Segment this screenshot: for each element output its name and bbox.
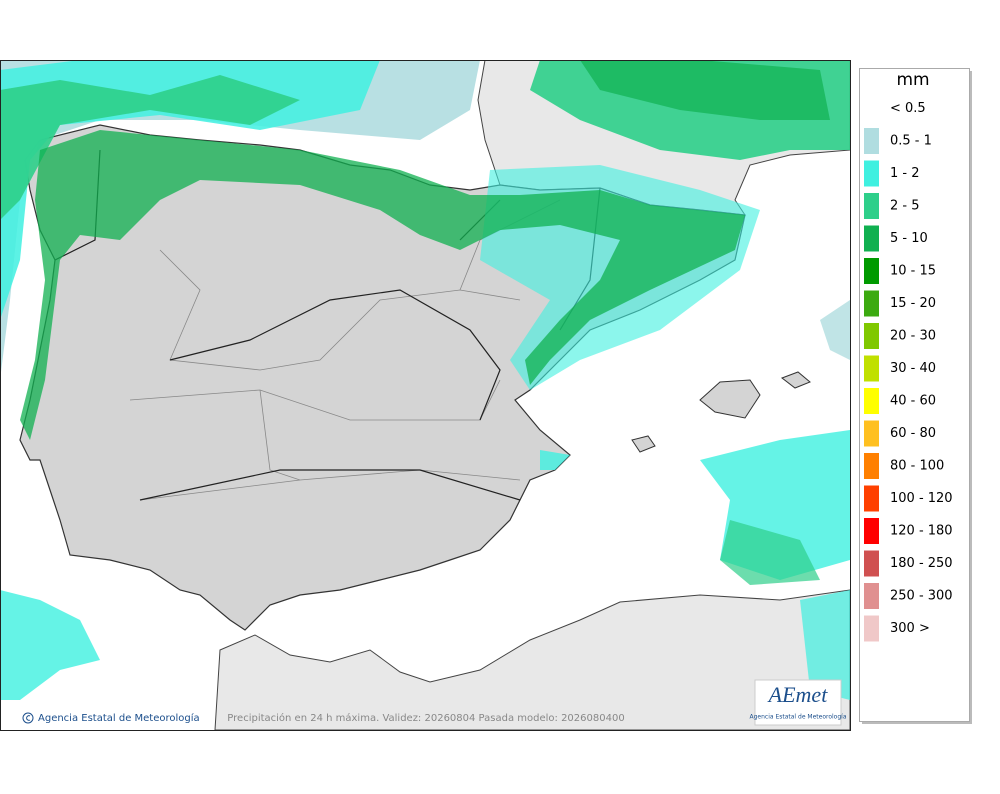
legend-swatch: [864, 453, 879, 479]
legend-swatch: [864, 193, 879, 219]
legend-label: 180 - 250: [890, 556, 953, 571]
legend-swatch: [864, 485, 879, 512]
legend-label: 10 - 15: [890, 264, 936, 279]
legend-swatch: [864, 615, 879, 642]
legend-swatch: [864, 550, 879, 577]
legend-label: 0.5 - 1: [890, 134, 932, 149]
legend-label: 2 - 5: [890, 199, 920, 214]
logo-name: AEmet: [767, 682, 829, 707]
legend-swatch: [864, 420, 879, 447]
legend-title: mm: [896, 70, 929, 90]
copyright-icon: [26, 715, 31, 721]
legend-label: 80 - 100: [890, 459, 944, 474]
map-caption: Precipitación en 24 h máxima. Validez: 2…: [227, 712, 624, 724]
legend-swatch: [864, 518, 879, 544]
legend-swatch: [864, 583, 879, 609]
legend-label: < 0.5: [890, 101, 926, 116]
logo: AEmet Agencia Estatal de Meteorología: [750, 679, 847, 726]
legend-swatch: [864, 160, 879, 187]
legend-label: 40 - 60: [890, 394, 936, 409]
precipitation: [0, 60, 850, 700]
legend-swatch: [864, 323, 879, 349]
legend-label: 250 - 300: [890, 589, 953, 604]
africa: [214, 589, 850, 730]
legend-label: 1 - 2: [890, 166, 920, 181]
legend-label: 300 >: [890, 621, 930, 636]
legend-label: 20 - 30: [890, 329, 936, 344]
legend-label: 120 - 180: [890, 524, 953, 539]
logo-subtitle: Agencia Estatal de Meteorología: [750, 714, 847, 721]
legend-swatch: [864, 258, 879, 284]
agency-name: Agencia Estatal de Meteorología: [38, 712, 200, 724]
legend-label: 15 - 20: [890, 296, 936, 311]
agency-credit: Agencia Estatal de Meteorología: [22, 712, 200, 724]
legend-label: 60 - 80: [890, 426, 936, 441]
logo-box: [754, 679, 842, 726]
legend-swatch: [864, 355, 879, 382]
legend: mm < 0.5 0.5 - 1 1 - 2 2 - 5 5 - 10 10 - 15 15…: [859, 68, 972, 724]
legend-label: 5 - 10: [890, 231, 928, 246]
map-frame: [0, 60, 851, 731]
legend-swatch: [864, 388, 879, 414]
balearic-islands: [631, 371, 811, 453]
map: Agencia Estatal de Meteorología Precipit…: [0, 60, 850, 730]
legend-label: 100 - 120: [890, 491, 953, 506]
legend-swatch: [864, 290, 879, 317]
legend-label: 30 - 40: [890, 361, 936, 376]
legend-swatch: [864, 128, 879, 154]
legend-swatch: [864, 225, 879, 252]
copyright-icon: [22, 712, 34, 724]
